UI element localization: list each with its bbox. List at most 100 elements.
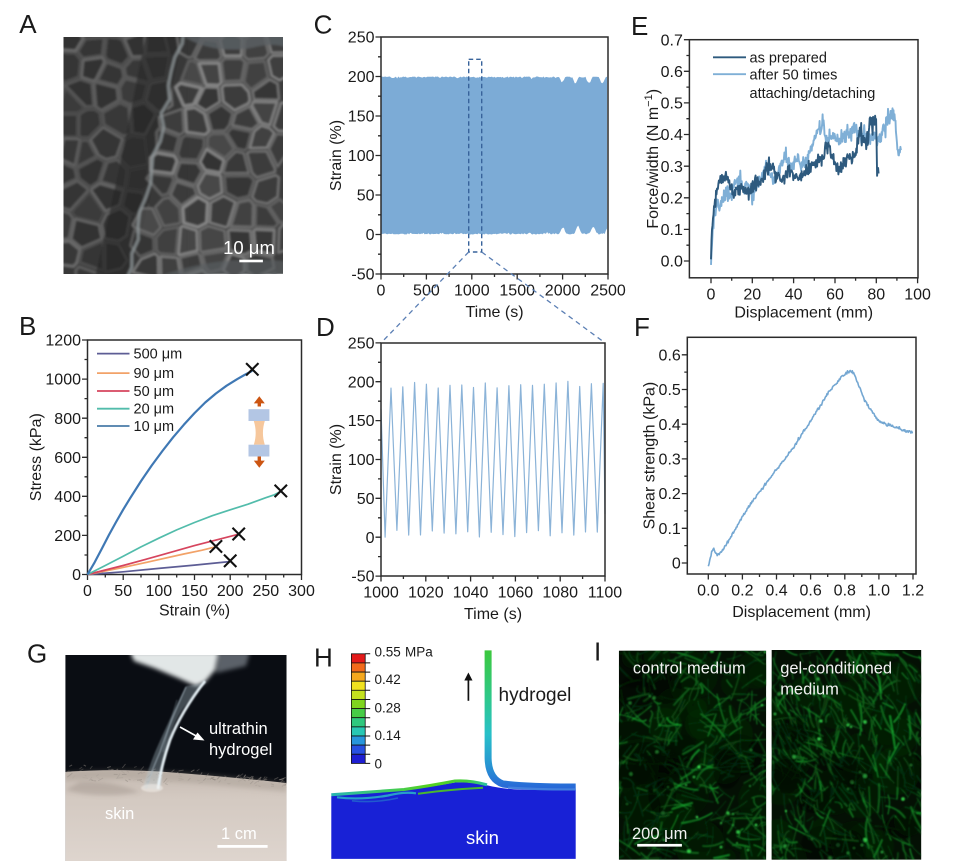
- svg-text:0.4: 0.4: [661, 127, 683, 144]
- svg-text:50: 50: [114, 583, 132, 600]
- svg-text:40: 40: [785, 286, 803, 303]
- svg-text:0.3: 0.3: [661, 159, 683, 176]
- svg-text:Time (s): Time (s): [465, 304, 523, 321]
- svg-text:200 μm: 200 μm: [632, 825, 687, 843]
- svg-text:0.8: 0.8: [834, 583, 856, 600]
- svg-text:MPa: MPa: [405, 645, 433, 660]
- svg-text:Strain (%): Strain (%): [328, 424, 345, 495]
- svg-text:80: 80: [867, 286, 885, 303]
- svg-text:Force/width (N m−1): Force/width (N m−1): [643, 89, 662, 229]
- svg-text:0.3: 0.3: [659, 452, 681, 469]
- svg-text:250: 250: [348, 336, 375, 353]
- svg-text:0.55: 0.55: [375, 644, 401, 659]
- svg-text:H: H: [314, 643, 333, 673]
- svg-text:Stress (kPa): Stress (kPa): [28, 413, 45, 501]
- svg-text:0.4: 0.4: [765, 583, 787, 600]
- svg-text:gel-conditioned: gel-conditioned: [780, 659, 892, 677]
- svg-text:G: G: [27, 639, 47, 669]
- svg-text:0.0: 0.0: [697, 583, 719, 600]
- svg-text:1500: 1500: [499, 283, 535, 300]
- svg-text:500 μm: 500 μm: [134, 347, 183, 363]
- svg-text:0: 0: [83, 583, 92, 600]
- svg-text:0.1: 0.1: [659, 521, 681, 538]
- svg-text:0: 0: [375, 756, 383, 771]
- svg-text:100: 100: [904, 286, 931, 303]
- svg-text:600: 600: [54, 450, 81, 467]
- svg-text:0.6: 0.6: [659, 347, 681, 364]
- svg-text:10 μm: 10 μm: [134, 419, 175, 435]
- svg-text:300: 300: [288, 583, 315, 600]
- svg-text:-50: -50: [351, 267, 374, 284]
- svg-text:1200: 1200: [45, 333, 81, 350]
- svg-text:D: D: [316, 312, 335, 342]
- svg-text:0.14: 0.14: [375, 728, 402, 743]
- svg-text:1.0: 1.0: [868, 583, 890, 600]
- svg-text:medium: medium: [780, 680, 839, 698]
- svg-text:1040: 1040: [453, 585, 489, 602]
- svg-text:hydrogel: hydrogel: [499, 685, 572, 706]
- svg-text:0: 0: [707, 286, 716, 303]
- svg-text:skin: skin: [466, 827, 499, 848]
- svg-text:ultrathin: ultrathin: [209, 720, 268, 738]
- svg-text:10 μm: 10 μm: [223, 237, 275, 258]
- svg-text:90 μm: 90 μm: [134, 366, 175, 382]
- svg-text:2500: 2500: [590, 283, 626, 300]
- svg-text:1000: 1000: [363, 585, 399, 602]
- svg-text:after 50 times: after 50 times: [750, 68, 838, 84]
- svg-text:0.0: 0.0: [661, 254, 683, 271]
- svg-text:2000: 2000: [545, 283, 581, 300]
- svg-text:100: 100: [145, 583, 172, 600]
- svg-text:800: 800: [54, 411, 81, 428]
- svg-text:attaching/detaching: attaching/detaching: [750, 86, 876, 102]
- svg-text:150: 150: [181, 583, 208, 600]
- svg-text:0.6: 0.6: [661, 64, 683, 81]
- svg-text:0.2: 0.2: [731, 583, 753, 600]
- svg-text:0: 0: [377, 283, 386, 300]
- svg-text:0.7: 0.7: [661, 32, 683, 49]
- svg-text:F: F: [634, 312, 650, 342]
- svg-text:0.28: 0.28: [375, 700, 401, 715]
- svg-text:Displacement (mm): Displacement (mm): [732, 604, 871, 621]
- svg-text:0: 0: [672, 556, 681, 573]
- svg-text:100: 100: [348, 148, 375, 165]
- svg-text:I: I: [594, 636, 601, 666]
- svg-text:1060: 1060: [498, 585, 534, 602]
- svg-text:C: C: [314, 10, 333, 40]
- svg-text:as prepared: as prepared: [750, 51, 827, 67]
- svg-text:Strain (%): Strain (%): [159, 603, 230, 620]
- svg-text:0.5: 0.5: [661, 96, 683, 113]
- svg-text:0.2: 0.2: [659, 486, 681, 503]
- svg-text:150: 150: [348, 109, 375, 126]
- svg-text:200: 200: [348, 69, 375, 86]
- svg-text:0.5: 0.5: [659, 382, 681, 399]
- svg-text:50 μm: 50 μm: [134, 384, 175, 400]
- svg-text:A: A: [19, 9, 37, 39]
- svg-text:150: 150: [348, 413, 375, 430]
- svg-text:200: 200: [54, 528, 81, 545]
- svg-text:0.4: 0.4: [659, 417, 681, 434]
- svg-text:E: E: [631, 11, 648, 41]
- svg-text:0.2: 0.2: [661, 190, 683, 207]
- svg-text:0.6: 0.6: [799, 583, 821, 600]
- svg-text:B: B: [19, 311, 36, 341]
- svg-text:250: 250: [252, 583, 279, 600]
- svg-text:20 μm: 20 μm: [134, 402, 175, 418]
- svg-text:0: 0: [366, 227, 375, 244]
- svg-text:400: 400: [54, 489, 81, 506]
- svg-text:60: 60: [826, 286, 844, 303]
- svg-text:1 cm: 1 cm: [221, 825, 257, 843]
- svg-text:hydrogel: hydrogel: [209, 741, 272, 759]
- svg-text:skin: skin: [105, 805, 134, 823]
- svg-text:50: 50: [357, 188, 375, 205]
- svg-text:0.1: 0.1: [661, 222, 683, 239]
- svg-text:1000: 1000: [454, 283, 490, 300]
- svg-text:250: 250: [348, 30, 375, 47]
- svg-text:1000: 1000: [45, 372, 81, 389]
- svg-text:0: 0: [72, 567, 81, 584]
- svg-text:1.2: 1.2: [902, 583, 924, 600]
- svg-text:control medium: control medium: [633, 659, 746, 677]
- svg-text:Displacement (mm): Displacement (mm): [734, 305, 873, 322]
- svg-text:200: 200: [217, 583, 244, 600]
- svg-text:Shear strength (kPa): Shear strength (kPa): [642, 382, 659, 530]
- svg-text:0.42: 0.42: [375, 672, 401, 687]
